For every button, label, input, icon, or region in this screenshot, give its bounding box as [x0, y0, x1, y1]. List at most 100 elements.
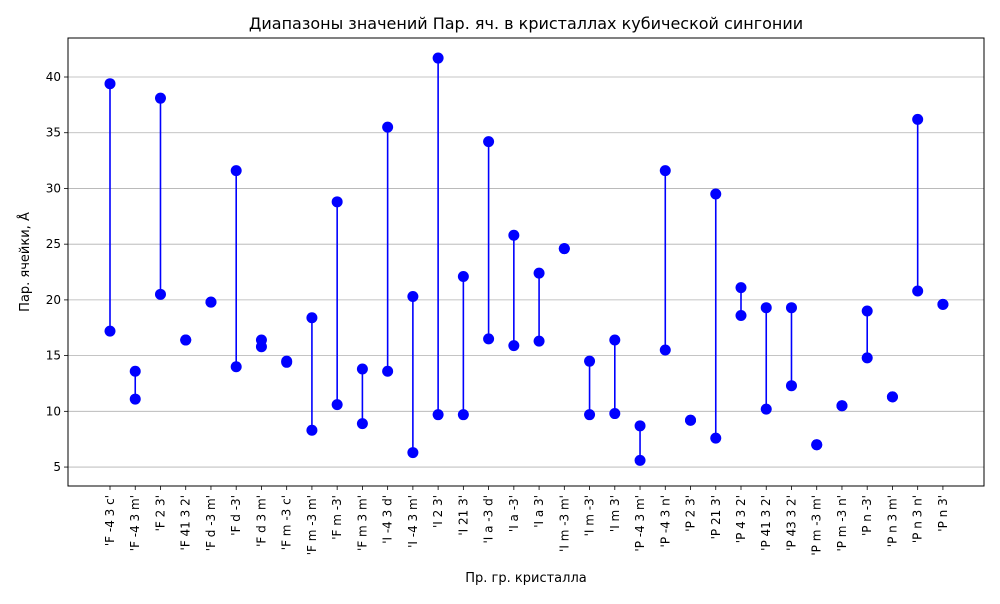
- max-point: [306, 312, 318, 324]
- min-point: [356, 418, 368, 430]
- max-point: [634, 420, 646, 432]
- x-tick-label: 'F d 3 m': [254, 495, 268, 547]
- x-tick-label: 'F 2 3': [153, 495, 167, 531]
- range-group: [811, 439, 823, 451]
- x-tick-label: 'F 41 3 2': [179, 495, 193, 550]
- range-group: [760, 302, 772, 415]
- x-tick-label: 'I -4 3 d': [381, 495, 395, 544]
- range-group: [886, 391, 898, 403]
- max-point: [735, 282, 747, 294]
- y-tick-label: 30: [46, 181, 61, 195]
- x-tick-label: 'I -4 3 m': [406, 495, 420, 548]
- range-group: [180, 334, 192, 346]
- range-group: [508, 229, 520, 352]
- y-tick-label: 20: [46, 293, 61, 307]
- max-point: [356, 363, 368, 375]
- range-group: [710, 188, 722, 444]
- max-point: [154, 92, 166, 104]
- x-tick-label: 'F -4 3 c': [103, 495, 117, 546]
- x-tick-label: 'P m -3 m': [810, 495, 824, 556]
- range-group: [685, 414, 697, 426]
- range-group: [255, 334, 267, 353]
- max-point: [180, 334, 192, 346]
- range-group: [735, 282, 747, 321]
- range-group: [659, 165, 671, 356]
- max-point: [331, 196, 343, 208]
- max-point: [584, 355, 596, 367]
- x-tick-label: 'P 43 3 2': [784, 495, 798, 551]
- range-group: [432, 52, 444, 421]
- max-point: [407, 291, 419, 303]
- min-point: [584, 409, 596, 421]
- x-tick-label: 'F d -3': [229, 495, 243, 536]
- x-tick-label: 'I a 3': [532, 495, 546, 528]
- max-point: [129, 365, 141, 377]
- range-group: [154, 92, 166, 300]
- range-group: [912, 113, 924, 297]
- x-tick-label: 'P 2 3': [684, 495, 698, 532]
- min-point: [533, 335, 545, 347]
- max-point: [861, 305, 873, 317]
- max-point: [104, 78, 116, 90]
- range-group: [331, 196, 343, 411]
- max-point: [483, 136, 495, 148]
- y-axis-label: Пар. ячейки, Å: [17, 212, 33, 312]
- range-group: [584, 355, 596, 421]
- y-tick-label: 35: [46, 126, 61, 140]
- min-point: [508, 340, 520, 352]
- min-point: [785, 380, 797, 392]
- min-point: [306, 424, 318, 436]
- max-point: [230, 165, 242, 177]
- min-point: [104, 325, 116, 337]
- x-tick-label: 'P 4 3 2': [734, 495, 748, 543]
- min-point: [861, 352, 873, 364]
- axis-layer: 5 10 15 20 25 30 35 40 'F -4 3 c' 'F -4 3 m' 'F 2 …: [46, 70, 950, 556]
- range-group: [785, 302, 797, 392]
- x-tick-label: 'F m 3 m': [355, 495, 369, 551]
- min-point: [912, 285, 924, 297]
- min-point: [659, 344, 671, 356]
- min-point: [407, 447, 419, 459]
- max-point: [457, 270, 469, 282]
- max-point: [937, 298, 949, 310]
- x-tick-label: 'I 2 3': [431, 495, 445, 528]
- max-point: [785, 302, 797, 314]
- x-tick-label: 'P m -3 n': [835, 495, 849, 552]
- y-tick-label: 40: [46, 70, 61, 84]
- x-tick-label: 'P -4 3 n': [658, 495, 672, 547]
- x-tick-label: 'F m -3': [330, 495, 344, 540]
- x-tick-label: 'P n 3 m': [885, 495, 899, 547]
- max-point: [508, 229, 520, 241]
- min-point: [457, 409, 469, 421]
- y-tick-label: 5: [53, 460, 61, 474]
- max-point: [533, 267, 545, 279]
- range-group: [281, 355, 293, 368]
- max-point: [281, 355, 293, 367]
- range-group: [356, 363, 368, 430]
- x-tick-label: 'P n 3': [936, 495, 950, 532]
- range-group: [382, 121, 394, 377]
- x-tick-label: 'I a -3': [507, 495, 521, 532]
- max-point: [710, 188, 722, 200]
- range-group: [205, 296, 217, 308]
- min-point: [331, 399, 343, 411]
- min-point: [154, 288, 166, 300]
- x-tick-label: 'I a -3 d': [482, 495, 496, 544]
- max-point: [432, 52, 444, 64]
- range-group: [533, 267, 545, 347]
- range-group: [558, 243, 570, 255]
- x-tick-label: 'P 41 3 2': [759, 495, 773, 551]
- max-point: [558, 243, 570, 255]
- max-point: [609, 334, 621, 346]
- min-point: [760, 403, 772, 415]
- max-point: [205, 296, 217, 308]
- max-point: [659, 165, 671, 177]
- range-group: [937, 298, 949, 310]
- y-tick-label: 10: [46, 404, 61, 418]
- range-group: [104, 78, 116, 337]
- x-tick-label: 'I m -3 m': [557, 495, 571, 552]
- min-point: [382, 365, 394, 377]
- chart-title: Диапазоны значений Пар. яч. в кристаллах…: [249, 14, 803, 33]
- range-group: [457, 270, 469, 421]
